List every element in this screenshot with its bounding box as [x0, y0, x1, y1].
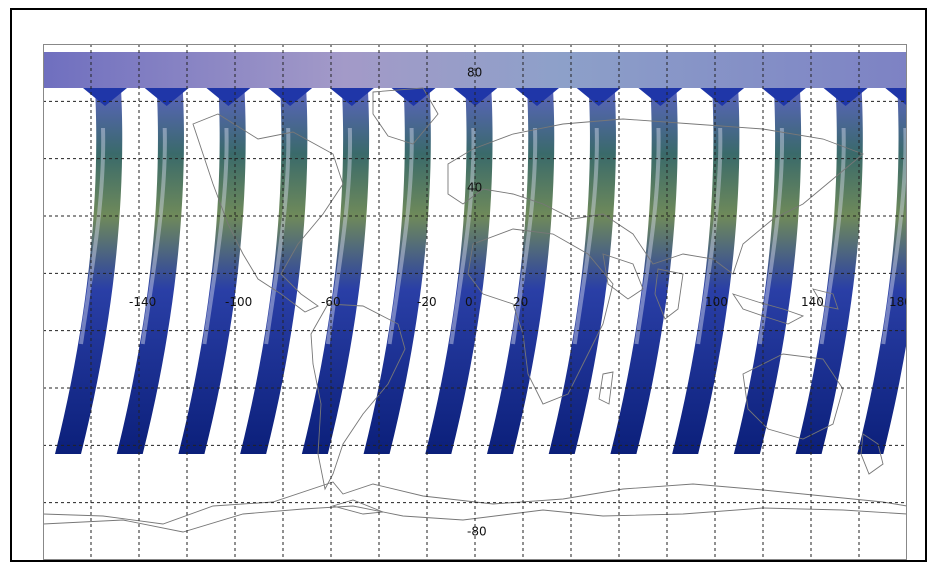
swath [733, 88, 802, 454]
cloud-streak [634, 127, 661, 345]
swath-cap [576, 88, 621, 106]
cloud-streak [264, 127, 291, 345]
map-frame: -140 -100 -60 -20 0 20 100 140 180 80 40 -80 [10, 8, 927, 562]
swath [795, 88, 863, 454]
swath-cap [329, 88, 374, 106]
cloud-streak [881, 127, 907, 345]
longitude-label: -140 [129, 295, 156, 309]
swath-cap [823, 88, 868, 106]
swath [363, 88, 431, 454]
longitude-label: 20 [513, 295, 528, 309]
latitude-label: -80 [467, 524, 487, 538]
swath [672, 88, 740, 454]
swath [55, 88, 123, 454]
swath-cap [144, 88, 189, 106]
longitude-label: 140 [801, 295, 824, 309]
cloud-streak [819, 127, 846, 345]
swath-cap [761, 88, 806, 106]
longitude-label: -60 [321, 295, 341, 309]
coastlines [43, 87, 907, 533]
longitude-label: 100 [705, 295, 728, 309]
swath [240, 88, 308, 454]
swath-cap [515, 88, 559, 106]
swath [178, 88, 246, 454]
swath-cap [268, 88, 313, 106]
satellite-swaths [55, 88, 907, 454]
longitude-label: -100 [225, 295, 252, 309]
cloud-streak [140, 127, 167, 345]
swath-cap [206, 88, 251, 106]
world-map[interactable]: -140 -100 -60 -20 0 20 100 140 180 80 40 -80 [43, 44, 907, 560]
cloud-streak [325, 127, 353, 345]
cloud-streak [696, 127, 723, 345]
swath-cap [638, 88, 683, 106]
longitude-label: 0 [465, 295, 473, 309]
swath [301, 88, 370, 454]
cloud-streak [757, 127, 785, 345]
swath [487, 88, 555, 454]
longitude-label: 180 [889, 295, 907, 309]
latitude-label: 40 [467, 180, 482, 194]
swath [548, 88, 616, 454]
swath [116, 88, 184, 454]
swath [857, 88, 907, 454]
cloud-streak [387, 127, 414, 345]
swath [425, 88, 493, 454]
cloud-streak [449, 127, 476, 345]
swath-cap [700, 88, 745, 106]
swath-cap [453, 88, 498, 106]
swath-cap [391, 88, 436, 106]
swath [610, 88, 678, 454]
graticule [43, 44, 907, 560]
cloud-streak [511, 127, 538, 345]
graticule-labels: -140 -100 -60 -20 0 20 100 140 180 80 40 -80 [129, 66, 907, 539]
cloud-streak [202, 127, 229, 345]
cloud-streak [79, 127, 106, 345]
longitude-label: -20 [417, 295, 437, 309]
latitude-label: 80 [467, 66, 482, 80]
swath-cap [83, 88, 127, 106]
cloud-streak [572, 127, 599, 345]
